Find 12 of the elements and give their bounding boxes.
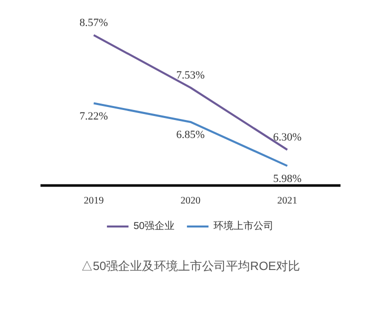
data-label: 8.57% (80, 17, 108, 30)
x-tick-label: 2019 (84, 196, 104, 206)
x-tick-label: 2020 (180, 196, 200, 206)
data-label: 6.30% (273, 132, 302, 144)
data-label: 6.85% (176, 128, 205, 141)
data-label: 7.53% (176, 70, 205, 82)
data-label: 5.98% (273, 172, 302, 185)
data-label: 7.22% (80, 110, 108, 122)
legend-label: 环境上市公司 (214, 220, 274, 233)
x-tick-label: 2021 (277, 196, 298, 206)
text: △50强企业及环境上市公司平均ROE对比 (80, 259, 300, 273)
legend-label: 50强企业 (133, 220, 175, 233)
